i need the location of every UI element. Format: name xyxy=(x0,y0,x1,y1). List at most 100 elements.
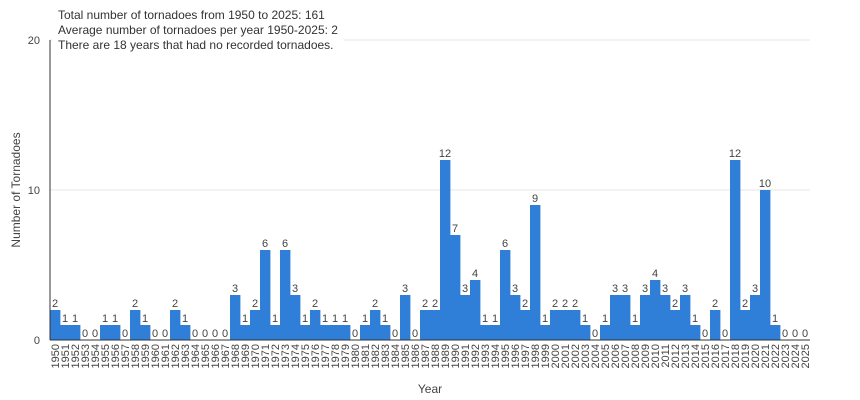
data-label: 1 xyxy=(362,313,368,325)
data-label: 6 xyxy=(282,238,288,250)
bar xyxy=(240,325,251,340)
data-label: 3 xyxy=(682,283,688,295)
bar xyxy=(690,325,701,340)
x-tick-label: 2012 xyxy=(670,344,682,368)
x-tick-label: 2005 xyxy=(600,344,612,368)
bar xyxy=(250,310,261,340)
x-tick-label: 1980 xyxy=(350,344,362,368)
data-label: 1 xyxy=(332,313,338,325)
bar xyxy=(230,295,241,340)
data-label: 3 xyxy=(402,283,408,295)
data-label: 0 xyxy=(802,328,808,340)
grid-lines xyxy=(50,39,810,191)
data-label: 2 xyxy=(572,298,578,310)
x-tick-label: 2021 xyxy=(760,344,772,368)
bar xyxy=(370,310,381,340)
bar xyxy=(100,325,111,340)
data-label: 0 xyxy=(212,328,218,340)
data-label: 2 xyxy=(522,298,528,310)
x-tick-label: 1971 xyxy=(260,344,272,368)
data-label: 0 xyxy=(352,328,358,340)
bar xyxy=(670,310,681,340)
data-label: 2 xyxy=(552,298,558,310)
bar xyxy=(620,295,631,340)
bar xyxy=(470,280,481,340)
x-tick-label: 1961 xyxy=(160,344,172,368)
x-tick-label: 1975 xyxy=(300,344,312,368)
bar xyxy=(770,325,781,340)
data-label: 1 xyxy=(772,313,778,325)
data-label: 1 xyxy=(582,313,588,325)
x-tick-label: 1969 xyxy=(240,344,252,368)
bar xyxy=(500,250,511,340)
bar xyxy=(660,295,671,340)
data-label: 2 xyxy=(432,298,438,310)
x-tick-label: 1959 xyxy=(140,344,152,368)
bar xyxy=(450,235,461,340)
x-tick-label: 1962 xyxy=(170,344,182,368)
data-label: 3 xyxy=(752,283,758,295)
data-label: 1 xyxy=(62,313,68,325)
axes xyxy=(49,40,810,341)
data-label: 1 xyxy=(382,313,388,325)
x-tick-label: 2006 xyxy=(610,344,622,368)
data-label: 0 xyxy=(392,328,398,340)
x-tick-label: 1992 xyxy=(470,344,482,368)
data-label: 1 xyxy=(632,313,638,325)
x-tick-label: 2000 xyxy=(550,344,562,368)
bar xyxy=(360,325,371,340)
data-label: 0 xyxy=(92,328,98,340)
bar xyxy=(400,295,411,340)
data-label: 1 xyxy=(342,313,348,325)
data-label: 3 xyxy=(662,283,668,295)
x-tick-label: 1986 xyxy=(410,344,422,368)
data-label: 1 xyxy=(242,313,248,325)
bar xyxy=(540,325,551,340)
data-label: 1 xyxy=(302,313,308,325)
bar xyxy=(650,280,661,340)
x-tick-label: 1978 xyxy=(330,344,342,368)
bar xyxy=(580,325,591,340)
x-tick-label: 1977 xyxy=(320,344,332,368)
data-label: 3 xyxy=(622,283,628,295)
data-label: 0 xyxy=(592,328,598,340)
data-label: 12 xyxy=(439,148,451,160)
bar xyxy=(680,295,691,340)
x-tick-label: 2008 xyxy=(630,344,642,368)
y-tick-label: 0 xyxy=(34,335,40,347)
data-label: 4 xyxy=(652,268,658,280)
x-tick-label: 2022 xyxy=(770,344,782,368)
x-tick-label: 1972 xyxy=(270,344,282,368)
x-tick-label: 1990 xyxy=(450,344,462,368)
data-label: 0 xyxy=(192,328,198,340)
bar xyxy=(260,250,271,340)
data-label: 10 xyxy=(759,178,771,190)
bar xyxy=(70,325,81,340)
x-tick-label: 1994 xyxy=(490,344,502,368)
x-tick-label: 1973 xyxy=(280,344,292,368)
data-label: 0 xyxy=(722,328,728,340)
x-tick-label: 1993 xyxy=(480,344,492,368)
bar xyxy=(110,325,121,340)
bar xyxy=(280,250,291,340)
data-label: 2 xyxy=(672,298,678,310)
bar xyxy=(560,310,571,340)
data-label: 2 xyxy=(312,298,318,310)
x-tick-label: 2011 xyxy=(660,344,672,368)
data-label: 0 xyxy=(792,328,798,340)
x-tick-label: 1952 xyxy=(70,344,82,368)
x-tick-label: 1991 xyxy=(460,344,472,368)
x-tick-label: 2003 xyxy=(580,344,592,368)
bar xyxy=(640,295,651,340)
data-label: 3 xyxy=(462,283,468,295)
x-tick-label: 1984 xyxy=(390,344,402,368)
x-tick-label: 1958 xyxy=(130,344,142,368)
data-label: 9 xyxy=(532,193,538,205)
bar xyxy=(600,325,611,340)
x-tick-label: 2009 xyxy=(640,344,652,368)
data-label: 1 xyxy=(72,313,78,325)
data-label: 0 xyxy=(162,328,168,340)
x-tick-label: 1982 xyxy=(370,344,382,368)
data-label: 2 xyxy=(712,298,718,310)
bar xyxy=(300,325,311,340)
